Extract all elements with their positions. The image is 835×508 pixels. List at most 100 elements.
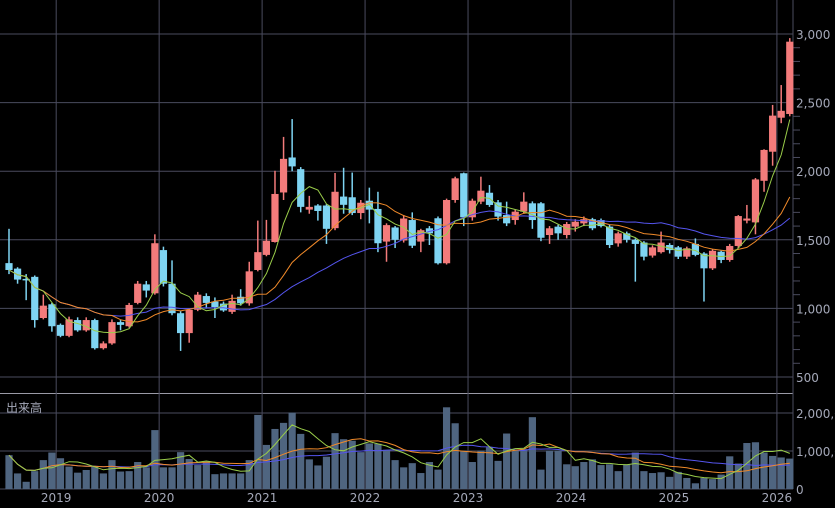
volume-bar — [271, 428, 279, 489]
volume-bar — [348, 440, 356, 489]
volume-bar — [717, 474, 725, 489]
candle-body — [211, 301, 219, 308]
candle-body — [31, 276, 39, 321]
candle-body — [777, 110, 785, 118]
volume-bar — [726, 456, 734, 489]
price-axis-label: 500 — [796, 371, 819, 385]
volume-bar — [588, 459, 597, 489]
candle-body — [588, 219, 597, 229]
candle-body — [48, 304, 56, 327]
candle-body — [726, 245, 734, 260]
volume-bar — [666, 476, 674, 489]
candle-body — [683, 248, 691, 257]
x-axis-label: 2026 — [762, 491, 793, 505]
price-moving-averages — [8, 119, 791, 334]
candle-body — [271, 193, 279, 242]
price-axis-label: 3,000 — [796, 28, 830, 42]
volume-bar — [99, 473, 107, 489]
candle-body — [751, 179, 760, 223]
candlesticks — [5, 38, 794, 351]
price-axis-label: 1,000 — [796, 302, 830, 316]
volume-bar — [657, 472, 665, 489]
candle-body — [460, 173, 468, 218]
candle-body — [348, 197, 356, 214]
candle-body — [545, 228, 554, 235]
volume-bar — [691, 483, 699, 489]
candle-body — [262, 240, 270, 255]
candle-body — [657, 242, 665, 253]
volume-bar — [460, 450, 468, 489]
candle-body — [202, 296, 210, 303]
candle-body — [245, 271, 253, 304]
candle-body — [417, 230, 425, 242]
volume-bar — [56, 458, 65, 489]
candle-body — [700, 253, 708, 269]
volume-bar — [108, 460, 116, 489]
candle-body — [297, 169, 305, 207]
volume-bar — [786, 458, 794, 489]
candle-body — [400, 218, 408, 241]
volume-bar — [185, 458, 193, 489]
candle-body — [99, 343, 107, 349]
volume-bar — [580, 462, 588, 489]
candle-body — [425, 228, 434, 234]
candle-body — [743, 218, 751, 221]
candle-body — [116, 322, 125, 325]
volume-bar — [48, 452, 56, 489]
candle-body — [451, 178, 459, 201]
candle-body — [477, 190, 485, 202]
candle-body — [640, 242, 648, 257]
candle-body — [82, 320, 90, 331]
candle-body — [691, 243, 699, 255]
candle-body — [331, 191, 339, 229]
volume-bar — [477, 450, 485, 489]
volume-bar — [177, 452, 185, 489]
volume-bar — [211, 474, 219, 489]
volume-bar — [537, 469, 545, 489]
volume-ma-short — [8, 424, 790, 480]
volume-bar — [769, 455, 777, 489]
volume-bar — [357, 452, 365, 489]
volume-bar — [674, 471, 682, 489]
volume-bar — [91, 466, 99, 489]
candle-body — [631, 239, 639, 244]
volume-bar — [503, 433, 511, 489]
candle-body — [537, 203, 545, 238]
volume-bar — [528, 417, 536, 489]
volume-bar — [168, 467, 176, 489]
volume-bar — [563, 464, 571, 489]
x-axis-label: 2022 — [350, 491, 381, 505]
candle-body — [760, 149, 768, 181]
volume-bar — [743, 443, 751, 489]
volume-bar — [571, 466, 579, 489]
x-axis-label: 2021 — [247, 491, 278, 505]
price-axis-label: 2,000 — [796, 165, 830, 179]
candle-body — [528, 203, 536, 221]
volume-bar — [116, 471, 125, 489]
candle-body — [185, 309, 193, 334]
volume-bar — [194, 465, 202, 489]
volume-bar — [151, 430, 159, 489]
axis-labels: 3,000 2,500 2,000 1,500 1,000 500 2,000,000 1,0… — [41, 28, 835, 505]
candle-body — [769, 115, 777, 152]
volume-bar — [314, 465, 322, 489]
candle-body — [503, 215, 511, 224]
volume-bar — [708, 479, 717, 489]
volume-bars — [5, 407, 794, 489]
candle-body — [606, 226, 614, 246]
candle-body — [194, 294, 202, 310]
candle-body — [391, 227, 399, 240]
volume-bar — [39, 460, 47, 489]
volume-bar — [82, 470, 90, 489]
candle-body — [322, 205, 331, 229]
volume-bar — [219, 473, 228, 489]
volume-bar — [237, 473, 245, 489]
volume-bar — [322, 456, 331, 489]
candle-body — [279, 158, 288, 193]
grid-lines — [0, 0, 800, 490]
candle-body — [228, 300, 236, 312]
volume-ma-long — [8, 444, 790, 471]
price-ma-mid — [8, 196, 791, 323]
volume-bar — [279, 422, 288, 489]
volume-bar — [391, 460, 399, 489]
